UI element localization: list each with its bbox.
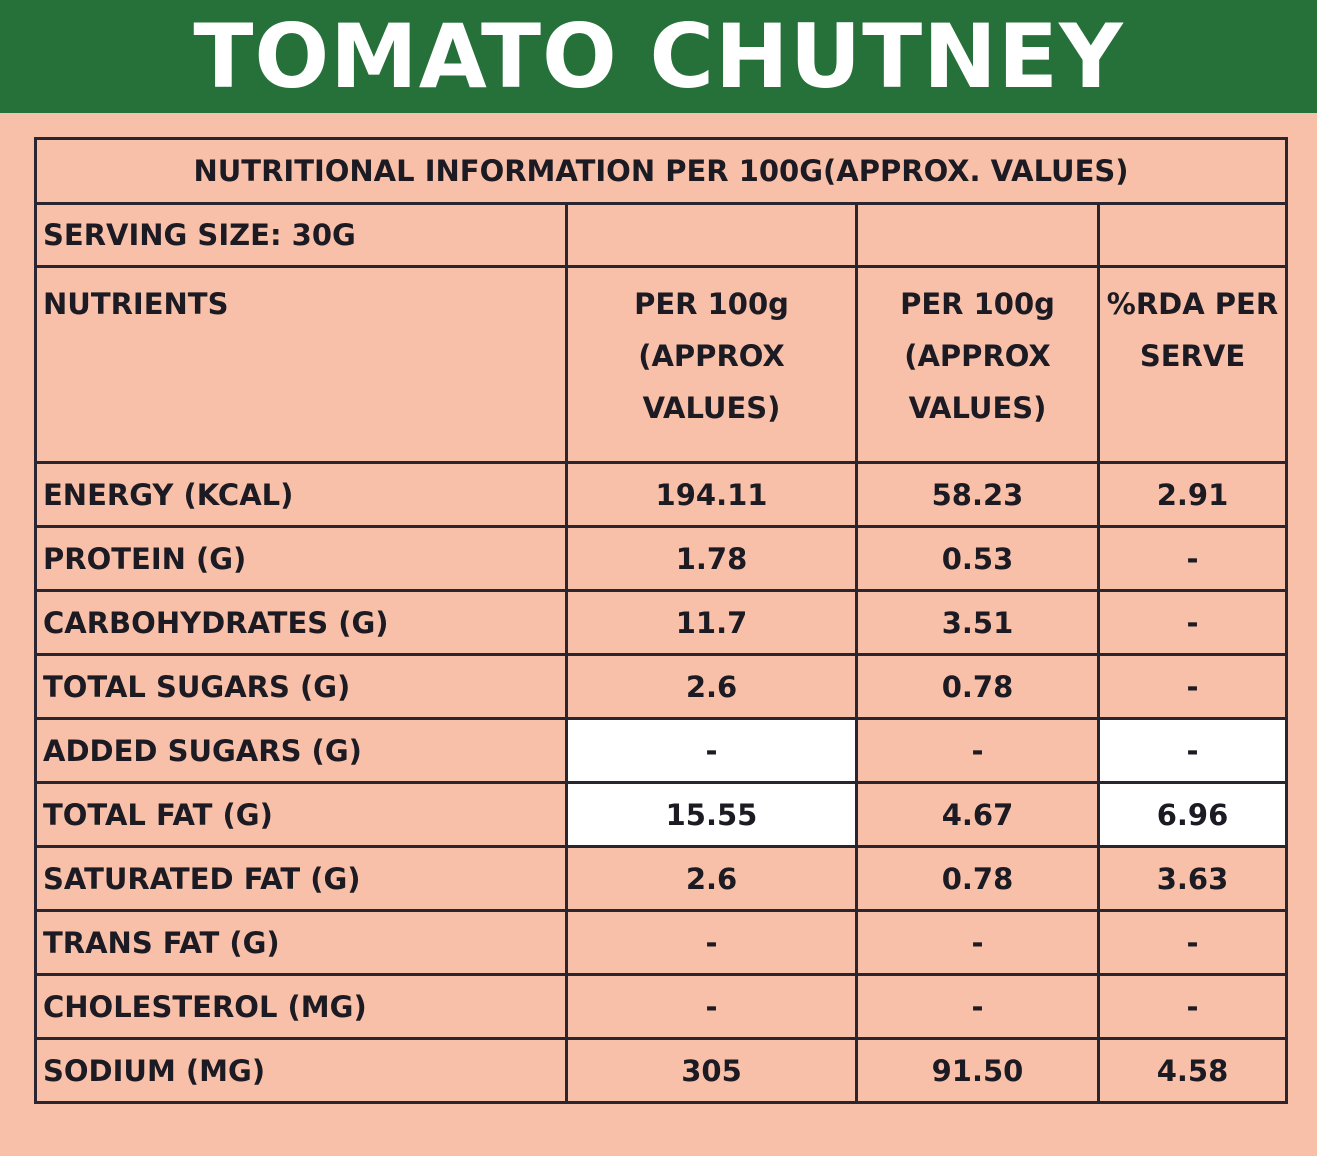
nutrient-value: 15.55 bbox=[565, 781, 858, 848]
nutrient-value: 0.78 bbox=[855, 845, 1100, 912]
nutrient-value: 0.53 bbox=[855, 525, 1100, 592]
nutrient-name: TOTAL SUGARS (G) bbox=[34, 653, 568, 720]
nutrient-value: - bbox=[1097, 717, 1288, 784]
nutrient-name: ENERGY (KCAL) bbox=[34, 461, 568, 528]
nutrient-value: 6.96 bbox=[1097, 781, 1288, 848]
table-row: SODIUM (MG) 305 91.50 4.58 bbox=[34, 1037, 1288, 1104]
nutrient-value: 2.6 bbox=[565, 653, 858, 720]
nutrient-value: - bbox=[1097, 653, 1288, 720]
nutrient-value: 3.63 bbox=[1097, 845, 1288, 912]
nutrient-value: - bbox=[855, 909, 1100, 976]
table-row: ADDED SUGARS (G) - - - bbox=[34, 717, 1288, 784]
nutrient-name: SATURATED FAT (G) bbox=[34, 845, 568, 912]
column-header-per-100g: PER 100g (APPROX VALUES) bbox=[565, 265, 858, 464]
table-row: SATURATED FAT (G) 2.6 0.78 3.63 bbox=[34, 845, 1288, 912]
nutrient-value: - bbox=[1097, 589, 1288, 656]
nutrient-value: - bbox=[855, 717, 1100, 784]
column-header-nutrients: NUTRIENTS bbox=[34, 265, 568, 464]
nutrient-value: 0.78 bbox=[855, 653, 1100, 720]
nutrition-table: NUTRITIONAL INFORMATION PER 100G(APPROX.… bbox=[34, 137, 1288, 1104]
table-caption: NUTRITIONAL INFORMATION PER 100G(APPROX.… bbox=[34, 137, 1288, 205]
nutrient-value: 194.11 bbox=[565, 461, 858, 528]
title-banner: TOMATO CHUTNEY bbox=[0, 0, 1317, 113]
nutrient-name: CHOLESTEROL (MG) bbox=[34, 973, 568, 1040]
nutrient-value: 1.78 bbox=[565, 525, 858, 592]
nutrient-value: 11.7 bbox=[565, 589, 858, 656]
table-row: CHOLESTEROL (MG) - - - bbox=[34, 973, 1288, 1040]
nutrient-name: TOTAL FAT (G) bbox=[34, 781, 568, 848]
nutrient-name: TRANS FAT (G) bbox=[34, 909, 568, 976]
nutrient-name: ADDED SUGARS (G) bbox=[34, 717, 568, 784]
nutrient-value: - bbox=[565, 717, 858, 784]
nutrient-value: - bbox=[565, 909, 858, 976]
empty-cell bbox=[565, 202, 858, 268]
serving-size: SERVING SIZE: 30G bbox=[34, 202, 568, 268]
nutrient-name: CARBOHYDRATES (G) bbox=[34, 589, 568, 656]
table-row: CARBOHYDRATES (G) 11.7 3.51- bbox=[34, 589, 1288, 656]
table-row: PROTEIN (G) 1.78 0.53- bbox=[34, 525, 1288, 592]
nutrient-value: - bbox=[565, 973, 858, 1040]
nutrient-value: 4.67 bbox=[855, 781, 1100, 848]
nutrient-name: PROTEIN (G) bbox=[34, 525, 568, 592]
nutrient-value: 3.51 bbox=[855, 589, 1100, 656]
empty-cell bbox=[1097, 202, 1288, 268]
nutrient-value: - bbox=[1097, 909, 1288, 976]
table-row: TRANS FAT (G) - - - bbox=[34, 909, 1288, 976]
nutrient-value: 305 bbox=[565, 1037, 858, 1104]
nutrient-name: SODIUM (MG) bbox=[34, 1037, 568, 1104]
nutrient-value: 2.91 bbox=[1097, 461, 1288, 528]
table-row: TOTAL SUGARS (G) 2.6 0.78- bbox=[34, 653, 1288, 720]
nutrient-value: 4.58 bbox=[1097, 1037, 1288, 1104]
nutrient-value: - bbox=[855, 973, 1100, 1040]
nutrient-value: - bbox=[1097, 973, 1288, 1040]
nutrient-value: 2.6 bbox=[565, 845, 858, 912]
product-title: TOMATO CHUTNEY bbox=[193, 5, 1124, 108]
table-row: TOTAL FAT (G) 15.55 4.67 6.96 bbox=[34, 781, 1288, 848]
column-header-per-100g-2: PER 100g (APPROX VALUES) bbox=[855, 265, 1100, 464]
nutrient-value: 58.23 bbox=[855, 461, 1100, 528]
nutrient-value: - bbox=[1097, 525, 1288, 592]
nutrient-value: 91.50 bbox=[855, 1037, 1100, 1104]
empty-cell bbox=[855, 202, 1100, 268]
column-header-rda: %RDA PER SERVE bbox=[1097, 265, 1288, 464]
table-row: ENERGY (KCAL) 194.11 58.23 2.91 bbox=[34, 461, 1288, 528]
